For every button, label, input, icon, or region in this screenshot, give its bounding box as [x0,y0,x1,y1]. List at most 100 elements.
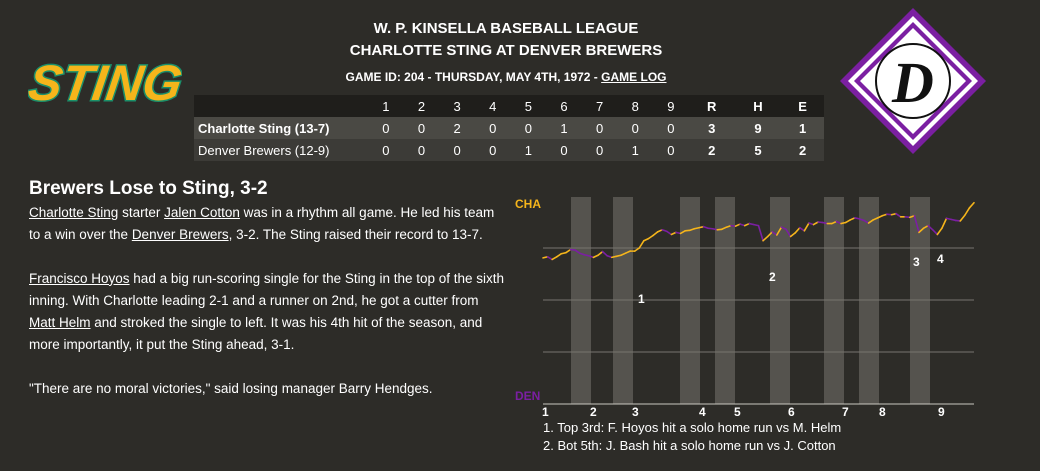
inning-score: 1 [631,142,639,158]
win-probability-segment [771,231,778,236]
win-probability-segment [633,247,641,252]
win-probability-segment [922,224,929,230]
win-probability-segment [638,239,645,249]
win-probability-segment [739,223,746,227]
win-probability-segment [812,221,819,226]
win-probability-segment [551,256,558,261]
win-probability-segment [620,252,627,257]
win-probability-segment [688,227,696,232]
game-log-link[interactable]: GAME LOG [601,70,667,84]
inning-tick-label: 2 [590,405,597,418]
hits-total: 5 [754,142,762,158]
win-probability-segment [927,224,934,231]
win-probability-segment [863,219,870,224]
inning-score: 0 [595,142,604,158]
inning-header: 8 [631,98,639,114]
game-recap: Brewers Lose to Sting, 3-2 Charlotte Sti… [29,176,507,421]
win-probability-segment [803,222,810,232]
win-probability-segment [652,231,659,237]
runs-total: 3 [708,120,716,136]
win-probability-segment [725,224,732,229]
inning-score: 0 [489,120,497,136]
win-probability-segment [670,231,677,236]
inning-score: 0 [382,142,390,158]
inning-tick-label: 8 [879,405,886,418]
win-probability-segment [546,256,553,261]
inning-header: 4 [489,98,497,114]
inning-header: 5 [524,98,532,114]
team-column-header [194,95,368,117]
win-probability-segment [762,235,769,242]
win-probability-segment [578,252,586,256]
win-probability-segment [844,219,852,224]
player-link[interactable]: Matt Helm [29,315,91,331]
win-probability-segment [918,227,925,234]
away-team-logo: STING [24,48,188,114]
home-team-axis-label: DEN [515,389,540,403]
event-marker: 1 [638,292,645,306]
win-probability-segment [743,222,751,227]
win-probability-segment [574,249,581,255]
team-name[interactable]: Denver Brewers (12-9) [198,142,330,158]
inning-score: 1 [560,120,568,136]
win-probability-segment [734,223,741,227]
win-probability-segment [808,222,815,226]
inning-header: 1 [382,98,390,114]
win-probability-segment [757,224,764,242]
recap-paragraph: Charlotte Sting starter Jalen Cotton was… [29,202,507,247]
recap-text: had a big run-scoring single for the Sti… [29,270,505,308]
hits-header: H [753,98,763,114]
runs-total: 2 [708,142,716,158]
win-probability-segment [780,226,787,231]
event-marker: 2 [769,270,776,284]
win-probability-segment [702,225,709,230]
win-probability-segment [913,214,920,234]
box-score-header-row: 1 2 3 4 5 6 7 8 9 R H E [194,95,824,117]
win-probability-segment [867,219,874,224]
win-probability-segment [831,220,838,225]
inning-header: 3 [453,98,461,114]
matchup-title: CHARLOTTE STING AT DENVER BREWERS [349,42,663,59]
recap-text: starter [118,205,165,220]
team-name[interactable]: Charlotte Sting (13-7) [198,120,330,136]
recap-text: was in a rhythm all game. He led his tea… [29,205,495,243]
inning-score: 0 [560,142,568,158]
win-probability-segment [643,237,650,242]
inning-header: 7 [595,98,604,114]
win-probability-segment [597,250,604,257]
inning-score: 0 [667,142,675,158]
player-link[interactable]: Charlotte Sting [29,205,119,220]
win-probability-segment [858,218,865,222]
inning-header: 9 [667,98,675,114]
team-link[interactable]: Denver Brewers [131,227,229,243]
league-title: W. P. KINSELLA BASEBALL LEAGUE [373,20,639,37]
inning-score: 0 [417,142,426,158]
win-probability-segment [665,230,673,236]
box-score-table: 1 2 3 4 5 6 7 8 9 R H E Charlotte Sting … [194,95,824,161]
runs-header: R [707,98,717,114]
chart-notes: 1. Top 3rd: F. Hoyos hit a solo home run… [543,419,983,452]
win-probability-segment [941,217,948,230]
box-score-row-away: Charlotte Sting (13-7) 0 0 2 0 0 1 0 0 0… [194,117,824,139]
win-probability-segment [679,230,686,235]
recap-headline: Brewers Lose to Sting, 3-2 [29,178,268,199]
player-link[interactable]: Francisco Hoyos [29,270,130,286]
event-marker: 4 [937,252,944,266]
home-logo-letter: D [891,50,934,115]
inning-score: 0 [453,142,461,158]
win-probability-segment [798,226,806,232]
inning-header: 6 [560,98,568,114]
inning-score: 0 [489,142,497,158]
win-probability-segment [968,201,975,209]
box-score-row-home: Denver Brewers (12-9) 0 0 0 0 1 0 0 1 0 … [194,139,824,161]
inning-score: 0 [667,120,675,136]
inning-tick-label: 1 [542,405,549,418]
win-probability-segment [624,250,631,255]
player-link[interactable]: Jalen Cotton [164,205,240,220]
win-probability-segment [661,228,668,233]
win-probability-segment [606,254,613,259]
win-probability-segment [794,226,801,234]
recap-text: and stroked the single to left. It was h… [29,315,483,353]
win-probability-segment [601,250,608,257]
errors-total: 2 [798,142,807,158]
